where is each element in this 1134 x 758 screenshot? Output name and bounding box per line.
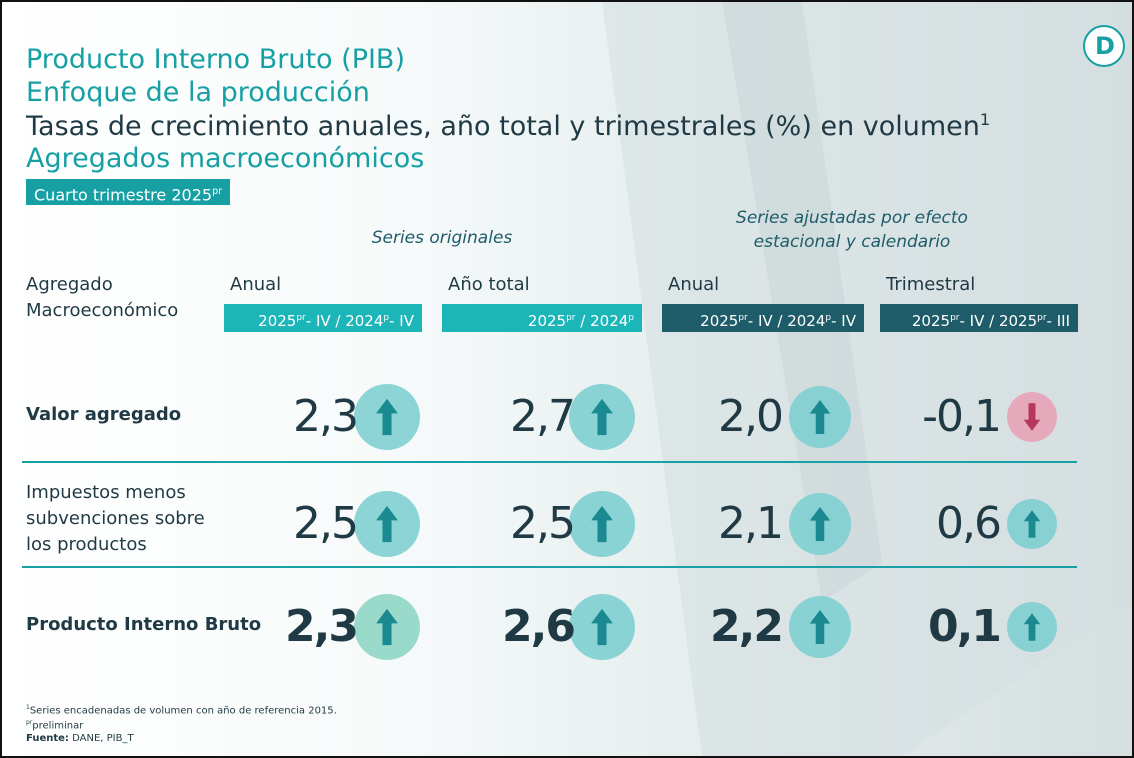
value: 0,6 — [936, 498, 1002, 549]
footnote-mark: 1 — [979, 110, 991, 129]
column-label: Anual — [230, 274, 282, 295]
logo: D — [1095, 32, 1115, 60]
period-part: 2025 — [700, 312, 739, 330]
period-part: - IV / 2025 — [959, 312, 1038, 330]
value: 2,6 — [502, 601, 576, 652]
trend-arrow — [591, 398, 613, 436]
period-part: - IV / 2024 — [305, 312, 384, 330]
period-part: / 2024 — [575, 312, 629, 330]
title: Producto Interno Bruto (PIB) — [26, 44, 405, 75]
period-part: - IV / 2024 — [747, 312, 826, 330]
footnotes: 1Series encadenadas de volumen con año d… — [26, 702, 337, 745]
source: Fuente: DANE, PIB_T — [26, 733, 337, 745]
period-text: Cuarto trimestre 2025 — [34, 185, 213, 205]
group-original: Series originales — [302, 228, 582, 248]
footnote-text: Series encadenadas de volumen con año de… — [29, 705, 337, 717]
value: 2,3 — [285, 601, 359, 652]
trend-arrow — [376, 398, 398, 436]
row-header-line: Agregado — [26, 274, 113, 295]
subtitle: Enfoque de la producción — [26, 77, 370, 108]
period-part: 2025 — [258, 312, 297, 330]
row-label: Impuestos menos subvenciones sobre los pro… — [26, 480, 205, 558]
value: -0,1 — [922, 391, 1002, 442]
description: Tasas de crecimiento anuales, año total … — [26, 110, 990, 142]
trend-arrow — [809, 506, 831, 542]
trend-arrow — [376, 505, 398, 543]
row-header: Agregado Macroeconómico — [26, 272, 178, 324]
period-part: p — [825, 313, 832, 323]
footnote-sup: pr — [26, 719, 33, 727]
trend-arrow — [1023, 403, 1041, 431]
footnote: 1Series encadenadas de volumen con año d… — [26, 702, 337, 717]
period-part: 2025 — [911, 312, 951, 330]
source-text: DANE, PIB_T — [68, 732, 134, 744]
column-period: 2025pr / 2024p — [442, 304, 642, 332]
trend-arrow — [376, 608, 398, 646]
period-part: - IV — [831, 312, 856, 330]
period-badge: Cuarto trimestre 2025pr — [26, 179, 231, 205]
row-label-line: Valor agregado — [26, 404, 182, 425]
column-label: Anual — [668, 274, 720, 295]
trend-arrow — [809, 609, 831, 645]
source-label: Fuente: — [26, 732, 69, 744]
footnote-text: preliminar — [32, 720, 84, 732]
period-part: p — [383, 313, 390, 323]
period-part: pr — [566, 313, 576, 323]
trend-arrow — [1023, 510, 1041, 538]
period-part: pr — [296, 313, 306, 323]
column-period: 2025pr- IV / 2024p- IV — [224, 304, 422, 332]
description-text: Tasas de crecimiento anuales, año total … — [26, 111, 980, 142]
group-line: Series originales — [371, 228, 513, 248]
value: 2,7 — [510, 391, 576, 442]
period-part: p — [628, 313, 634, 323]
trend-arrow — [1023, 613, 1041, 641]
period-part: pr — [1037, 313, 1047, 323]
section: Agregados macroeconómicos — [26, 143, 425, 174]
value: 2,5 — [510, 498, 576, 549]
row-label: Valor agregado — [26, 402, 181, 428]
period-part: pr — [738, 313, 748, 323]
value: 2,1 — [718, 498, 784, 549]
value: 0,1 — [928, 601, 1002, 652]
trend-arrow — [591, 608, 613, 646]
footnote: prpreliminar — [26, 717, 337, 732]
column-period: 2025pr- IV / 2025pr- III — [880, 304, 1078, 332]
period-part: pr — [950, 313, 960, 323]
trend-arrow — [591, 505, 613, 543]
row-label-line: Impuestos menos — [26, 482, 186, 503]
footnote-sup: 1 — [26, 704, 30, 711]
period-part: - IV — [389, 312, 414, 330]
period-part: - III — [1046, 312, 1070, 330]
group-line: estacional y calendario — [753, 232, 951, 252]
value: 2,0 — [718, 391, 784, 442]
value: 2,3 — [293, 391, 359, 442]
row-label-line: Producto Interno Bruto — [26, 614, 262, 635]
period-sup: pr — [212, 186, 223, 197]
row-header-line: Macroeconómico — [26, 300, 179, 321]
row-label-line: subvenciones sobre — [26, 508, 205, 529]
column-label: Trimestral — [886, 274, 976, 295]
row-label: Producto Interno Bruto — [26, 612, 261, 638]
value: 2,5 — [293, 498, 359, 549]
row-label-line: los productos — [26, 534, 147, 555]
column-period: 2025pr- IV / 2024p- IV — [662, 304, 864, 332]
value: 2,2 — [710, 601, 784, 652]
period-part: 2025 — [527, 312, 567, 330]
group-line: Series ajustadas por efecto — [736, 208, 968, 228]
group-adjusted: Series ajustadas por efecto estacional y … — [702, 206, 1002, 254]
column-label: Año total — [448, 274, 530, 295]
trend-arrow — [809, 399, 831, 435]
